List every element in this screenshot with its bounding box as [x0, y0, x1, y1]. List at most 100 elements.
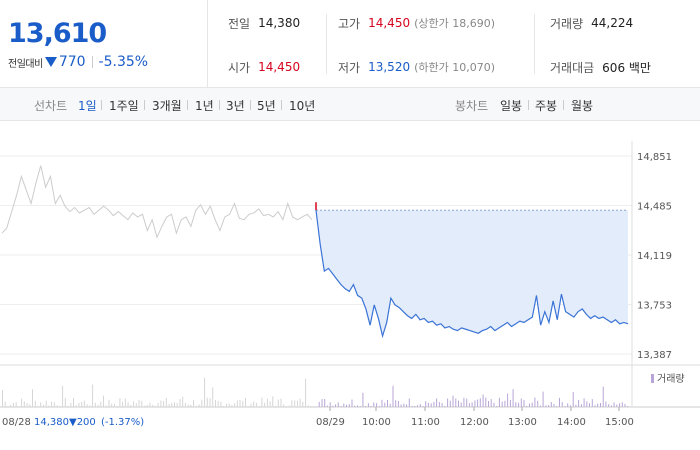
volume-bar	[138, 399, 140, 407]
reference-fill-area	[316, 210, 628, 337]
volume-bar	[296, 400, 298, 407]
volume-bar	[43, 404, 44, 407]
volume-bar	[515, 402, 517, 407]
volume-bar	[597, 403, 599, 407]
tab-3month[interactable]: 3개월	[152, 99, 182, 113]
volume-bar	[127, 402, 129, 407]
volume-bar	[337, 402, 339, 407]
volume-bar	[542, 391, 544, 407]
stats-grid: 전일 14,380 고가 14,450 (상한가 18,690) 거래량 44,…	[208, 0, 700, 88]
volume-bar	[83, 400, 85, 407]
today-price-line	[315, 210, 629, 339]
tab-3year[interactable]: 3년	[226, 99, 245, 113]
volume-bar	[354, 405, 356, 407]
volume-bar	[130, 404, 132, 407]
volume-bar	[406, 404, 408, 407]
divider	[528, 100, 529, 110]
volume-bar	[572, 392, 574, 407]
volume-bar	[78, 403, 80, 407]
volume-bar	[381, 399, 383, 407]
volume-bar	[223, 406, 225, 407]
volume-bar	[567, 403, 569, 407]
tab-1week[interactable]: 1주일	[109, 99, 139, 113]
volume-bar	[2, 390, 3, 407]
volume-bar	[184, 402, 186, 407]
volume-bar	[269, 401, 271, 407]
volume-bar	[313, 406, 315, 407]
volume-bar	[7, 405, 9, 407]
volume-bar	[62, 385, 64, 407]
volume-bar	[103, 395, 104, 407]
volume-bar	[537, 400, 539, 407]
prev-day-close: 14,380	[34, 417, 69, 428]
volume-bar	[168, 403, 170, 407]
volume-bar	[408, 398, 410, 407]
volume-bar	[512, 389, 514, 407]
volume-bar	[468, 403, 470, 407]
price-chart: 14,851 14,485 14,119 13,753 13,387 08/29 10:0…	[0, 121, 700, 450]
volume-bar	[452, 395, 454, 407]
tab-1day[interactable]: 1일	[78, 99, 97, 113]
volume-bar	[520, 398, 522, 407]
stat-open: 시가 14,450	[228, 60, 301, 75]
volume-bar	[605, 401, 607, 407]
volume-bar	[545, 405, 547, 407]
tab-1year[interactable]: 1년	[195, 99, 214, 113]
volume-bar	[556, 406, 558, 407]
tab-daily-candle[interactable]: 일봉	[500, 99, 523, 113]
volume-bar	[18, 406, 20, 407]
volume-bar	[236, 400, 238, 407]
volume-bar	[32, 389, 33, 407]
volume-legend-label: 거래량	[657, 373, 685, 385]
volume-bar	[141, 400, 143, 407]
volume-bar	[496, 406, 498, 407]
volume-bar	[387, 400, 388, 407]
price-box: 13,610 전일대비 770 -5.35%	[0, 0, 208, 88]
volume-bar	[53, 402, 55, 407]
volume-bar	[624, 403, 626, 407]
volume-bar	[10, 404, 12, 407]
volume-bar	[220, 401, 222, 407]
volume-bar	[247, 406, 249, 407]
volume-bar	[436, 398, 438, 407]
volume-bar	[255, 402, 257, 407]
volume-bar	[332, 405, 334, 407]
x-tick-label: 08/29	[316, 417, 345, 428]
volume-bar	[488, 401, 489, 407]
volume-bar	[135, 403, 137, 407]
volume-bar	[359, 406, 361, 407]
volume-bar	[245, 397, 246, 407]
volume-bar	[561, 402, 563, 407]
volume-bar	[548, 405, 550, 407]
volume-bar	[215, 399, 216, 407]
volume-bar	[493, 402, 495, 407]
volume-bar	[471, 402, 473, 407]
divider	[326, 14, 327, 74]
volume-bar	[81, 401, 83, 407]
volume-bar	[430, 403, 432, 407]
change-label: 전일대비	[8, 58, 43, 70]
volume-bar	[291, 400, 293, 407]
tab-weekly-candle[interactable]: 주봉	[535, 99, 558, 113]
tab-5year[interactable]: 5년	[257, 99, 276, 113]
tab-monthly-candle[interactable]: 월봉	[571, 99, 594, 113]
tab-10year[interactable]: 10년	[289, 99, 316, 113]
change-percent: -5.35%	[98, 54, 149, 70]
volume-bar	[258, 406, 260, 407]
volume-bar	[526, 406, 528, 407]
stat-low: 저가 13,520 (하한가 10,070)	[338, 60, 496, 75]
volume-bar	[316, 406, 317, 407]
volume-bar	[160, 400, 162, 407]
volume-bar	[4, 401, 6, 407]
volume-bar	[225, 403, 227, 407]
volume-bar	[59, 406, 61, 407]
volume-bar	[26, 403, 28, 407]
volume-bar	[518, 402, 520, 407]
volume-bar	[165, 397, 167, 407]
volume-bar	[376, 403, 378, 407]
volume-bar	[201, 399, 203, 407]
x-tick-label: 10:00	[362, 417, 391, 428]
volume-bar	[373, 402, 375, 407]
volume-bar	[302, 401, 304, 407]
stat-prev-close: 전일 14,380	[228, 16, 301, 31]
